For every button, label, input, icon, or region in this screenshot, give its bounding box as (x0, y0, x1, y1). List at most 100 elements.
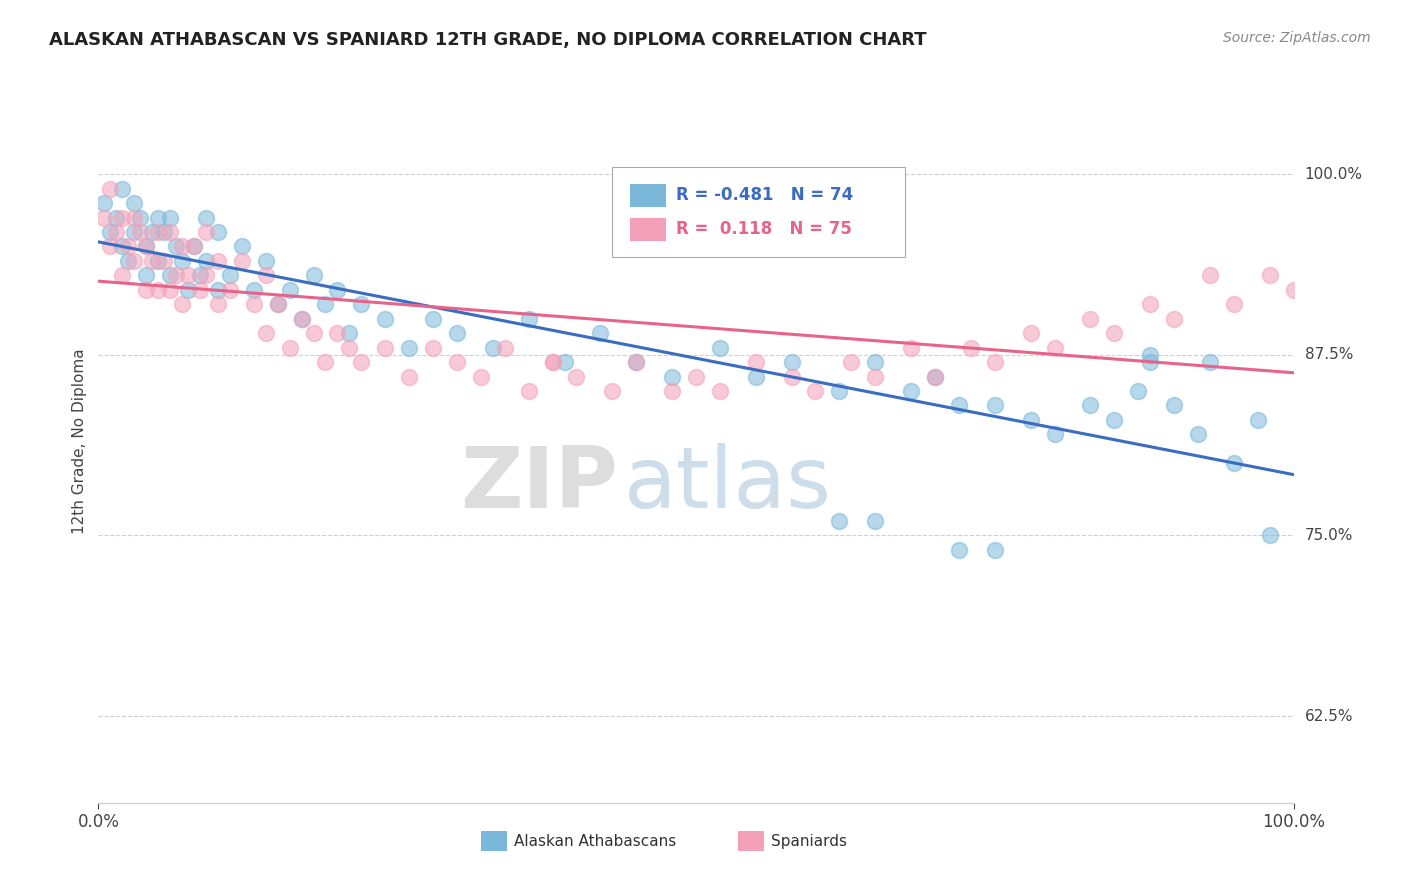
Point (148, 225, 170, 239)
Point (231, 239, 253, 253)
Point (129, 225, 152, 239)
Point (661, 369, 683, 384)
Point (159, 225, 181, 239)
Point (1104, 326, 1126, 341)
Point (1163, 398, 1185, 412)
Point (900, 341, 922, 355)
Point (326, 283, 349, 297)
Point (254, 254, 277, 268)
Bar (481, 831, 508, 851)
Point (1187, 427, 1209, 442)
Text: Source: ZipAtlas.com: Source: ZipAtlas.com (1223, 31, 1371, 45)
Point (709, 384, 731, 398)
Point (219, 268, 242, 283)
Bar (630, 184, 666, 207)
Point (481, 341, 505, 355)
Point (105, 211, 128, 225)
Point (1104, 413, 1126, 427)
Point (339, 326, 361, 341)
Point (278, 341, 301, 355)
Point (626, 355, 648, 369)
Point (541, 355, 564, 369)
Text: Spaniards: Spaniards (772, 834, 848, 848)
Point (517, 384, 540, 398)
Point (188, 268, 211, 283)
Text: ZIP: ZIP (461, 443, 619, 526)
Point (219, 283, 242, 297)
Point (602, 384, 624, 398)
Point (165, 239, 187, 253)
Point (1223, 456, 1246, 470)
Point (685, 369, 707, 384)
Point (135, 239, 157, 253)
Point (865, 355, 887, 369)
Point (422, 341, 444, 355)
Point (828, 514, 851, 528)
Point (267, 297, 290, 311)
Point (111, 239, 134, 253)
Point (159, 283, 181, 297)
Text: R = -0.481   N = 74: R = -0.481 N = 74 (676, 186, 853, 204)
Point (780, 355, 803, 369)
Point (1139, 297, 1161, 311)
Point (231, 254, 253, 268)
Point (153, 225, 176, 239)
Point (111, 181, 134, 195)
Point (1043, 427, 1066, 442)
Point (745, 369, 768, 384)
Point (1282, 283, 1305, 297)
Point (661, 384, 683, 398)
Point (172, 254, 194, 268)
Point (135, 283, 157, 297)
Point (900, 384, 922, 398)
Point (148, 211, 170, 225)
Point (111, 211, 134, 225)
Point (1199, 268, 1222, 283)
Point (243, 283, 266, 297)
Point (948, 543, 970, 558)
Point (1258, 528, 1281, 542)
Point (207, 225, 229, 239)
Point (195, 254, 218, 268)
Point (141, 254, 163, 268)
Point (302, 326, 325, 341)
Point (1019, 326, 1042, 341)
Point (195, 225, 218, 239)
Point (984, 543, 1007, 558)
Point (254, 326, 277, 341)
Point (984, 355, 1007, 369)
Point (589, 326, 612, 341)
Text: R =  0.118   N = 75: R = 0.118 N = 75 (676, 220, 852, 238)
Point (374, 311, 396, 326)
Point (780, 369, 803, 384)
Point (517, 311, 540, 326)
Point (124, 225, 146, 239)
Point (159, 211, 181, 225)
Point (315, 297, 337, 311)
Point (183, 239, 205, 253)
Point (1019, 413, 1042, 427)
Point (159, 268, 181, 283)
Point (148, 254, 170, 268)
Point (339, 341, 361, 355)
Text: 62.5%: 62.5% (1305, 708, 1353, 723)
Text: 100.0%: 100.0% (1305, 167, 1362, 182)
Point (865, 514, 887, 528)
Point (165, 268, 187, 283)
Point (302, 268, 325, 283)
Point (153, 254, 176, 268)
Point (135, 268, 157, 283)
Point (350, 355, 373, 369)
Point (554, 355, 576, 369)
Point (148, 283, 170, 297)
Point (828, 384, 851, 398)
Point (117, 254, 139, 268)
Point (254, 268, 277, 283)
Point (183, 239, 205, 253)
Point (960, 341, 983, 355)
Point (267, 297, 290, 311)
Point (98, 181, 122, 195)
Point (924, 369, 946, 384)
Point (1128, 384, 1150, 398)
Point (207, 297, 229, 311)
